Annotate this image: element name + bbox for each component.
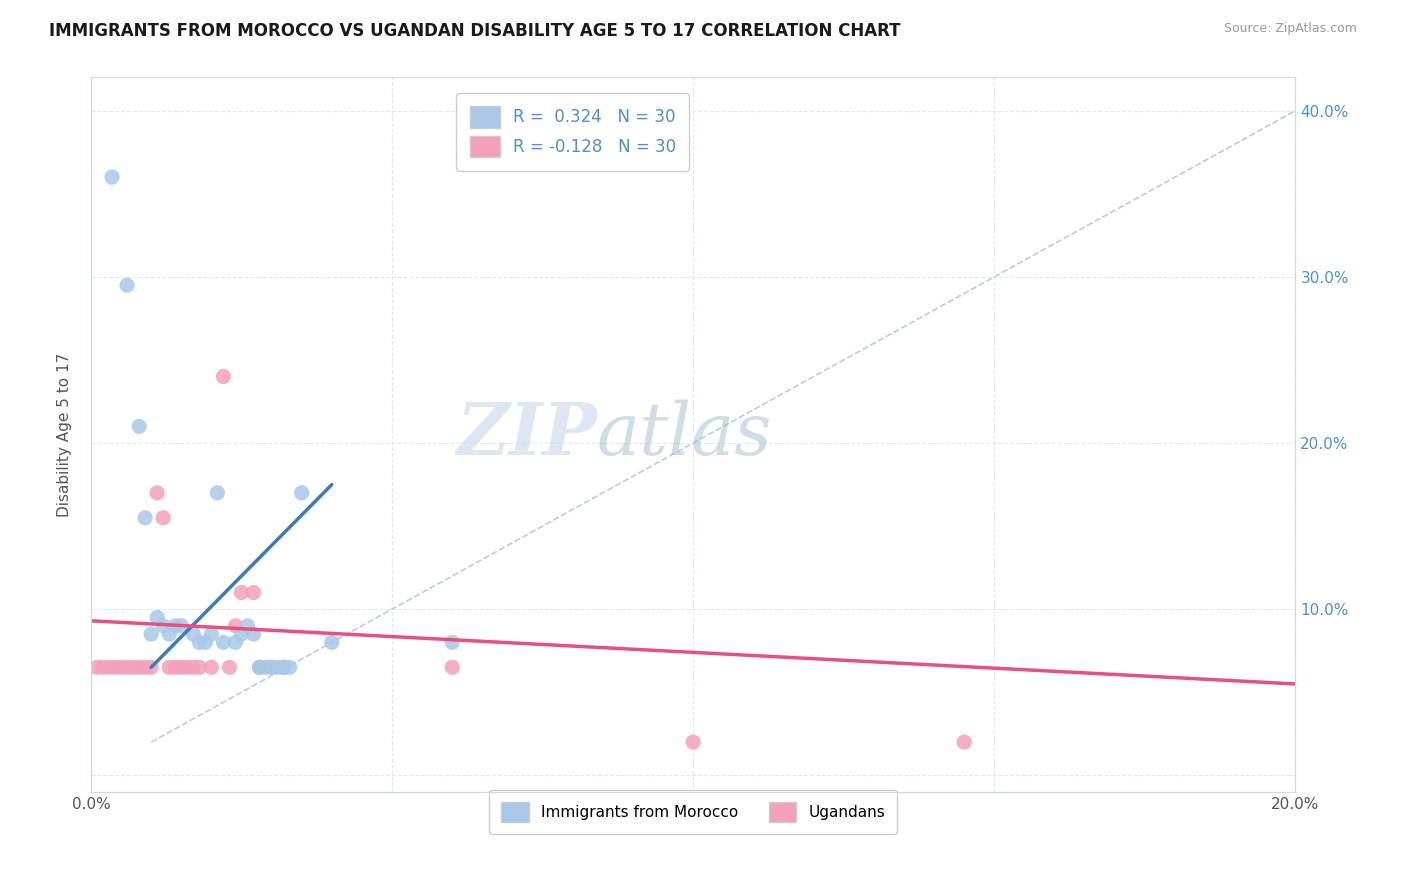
Point xyxy=(181,627,204,641)
Point xyxy=(273,660,295,674)
Point xyxy=(188,635,211,649)
Point xyxy=(157,660,180,674)
Text: ZIP: ZIP xyxy=(456,400,596,470)
Point xyxy=(194,635,217,649)
Text: atlas: atlas xyxy=(596,400,772,470)
Point xyxy=(212,635,235,649)
Point xyxy=(242,585,264,599)
Point xyxy=(260,660,283,674)
Y-axis label: Disability Age 5 to 17: Disability Age 5 to 17 xyxy=(58,352,72,516)
Point xyxy=(170,619,193,633)
Point xyxy=(141,660,163,674)
Point xyxy=(146,610,169,624)
Point xyxy=(682,735,704,749)
Point xyxy=(110,660,132,674)
Point xyxy=(176,660,198,674)
Point xyxy=(249,660,271,674)
Point xyxy=(98,660,121,674)
Point xyxy=(104,660,127,674)
Text: IMMIGRANTS FROM MOROCCO VS UGANDAN DISABILITY AGE 5 TO 17 CORRELATION CHART: IMMIGRANTS FROM MOROCCO VS UGANDAN DISAB… xyxy=(49,22,901,40)
Text: Source: ZipAtlas.com: Source: ZipAtlas.com xyxy=(1223,22,1357,36)
Point xyxy=(249,660,271,674)
Point xyxy=(236,619,259,633)
Point xyxy=(260,660,283,674)
Point xyxy=(86,660,108,674)
Point xyxy=(200,627,222,641)
Point xyxy=(128,419,150,434)
Point xyxy=(231,585,253,599)
Point xyxy=(101,170,124,185)
Point xyxy=(231,627,253,641)
Point xyxy=(152,510,174,524)
Point xyxy=(321,635,343,649)
Point xyxy=(266,660,288,674)
Point xyxy=(134,510,156,524)
Point xyxy=(441,635,464,649)
Point xyxy=(200,660,222,674)
Point xyxy=(224,635,246,649)
Point xyxy=(91,660,114,674)
Point xyxy=(242,627,264,641)
Point xyxy=(134,660,156,674)
Point xyxy=(273,660,295,674)
Point xyxy=(218,660,240,674)
Point xyxy=(115,278,138,293)
Point xyxy=(141,627,163,641)
Point xyxy=(249,660,271,674)
Point xyxy=(152,619,174,633)
Point xyxy=(165,660,187,674)
Point xyxy=(278,660,301,674)
Point xyxy=(207,486,229,500)
Point xyxy=(165,619,187,633)
Point xyxy=(212,369,235,384)
Point xyxy=(188,660,211,674)
Point xyxy=(441,660,464,674)
Point xyxy=(146,486,169,500)
Point xyxy=(953,735,976,749)
Point xyxy=(115,660,138,674)
Point xyxy=(291,486,314,500)
Point xyxy=(254,660,277,674)
Point xyxy=(224,619,246,633)
Point xyxy=(170,660,193,674)
Point xyxy=(157,627,180,641)
Legend: Immigrants from Morocco, Ugandans: Immigrants from Morocco, Ugandans xyxy=(489,790,897,834)
Point xyxy=(181,660,204,674)
Point xyxy=(122,660,145,674)
Point xyxy=(128,660,150,674)
